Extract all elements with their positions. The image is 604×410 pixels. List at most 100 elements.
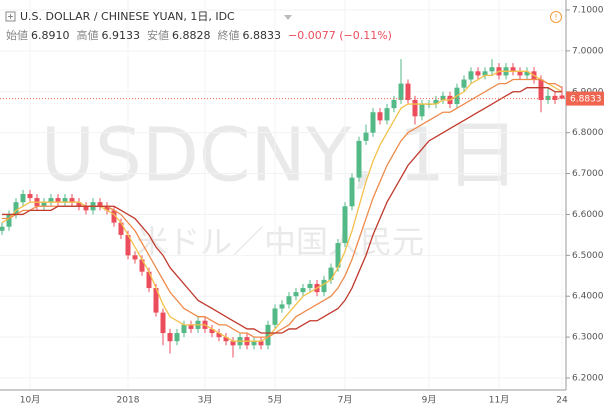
candle-body: [300, 288, 306, 293]
candle-body: [62, 198, 68, 203]
candle-body: [517, 71, 523, 76]
stat-value: 6.8910: [31, 29, 70, 42]
candle-body: [174, 333, 180, 342]
stat-value: 6.8833: [243, 29, 282, 42]
alert-mark: !: [554, 13, 557, 22]
stat-value: 6.8828: [172, 29, 211, 42]
dropdown-arrow[interactable]: [284, 15, 292, 20]
x-tick-label: 10月: [20, 395, 40, 406]
candle-body: [524, 71, 530, 76]
candle-body: [440, 95, 446, 100]
candle-body: [363, 132, 369, 141]
candle-body: [510, 67, 516, 72]
y-tick-label: 6.3000: [572, 333, 604, 343]
candle-body: [27, 194, 33, 199]
watermark: USDCNY, 1日: [41, 113, 519, 199]
stat-value: 6.9133: [102, 29, 141, 42]
candle-body: [370, 112, 376, 133]
candle-body: [356, 140, 362, 178]
candle-body: [20, 194, 26, 203]
candle-body: [545, 95, 551, 100]
candle-body: [230, 341, 236, 346]
candle-body: [461, 79, 467, 88]
candle-body: [321, 279, 327, 293]
candle-body: [468, 71, 474, 80]
candle-body: [48, 198, 54, 203]
x-tick-label: 7月: [338, 395, 353, 406]
candle-body: [97, 202, 103, 207]
y-tick-label: 6.8000: [572, 128, 604, 138]
candle-body: [6, 214, 12, 227]
candle-body: [167, 333, 173, 342]
candle-body: [160, 312, 166, 334]
plot: [0, 0, 566, 390]
candle-body: [384, 108, 390, 121]
candle-body: [55, 198, 61, 203]
candle-body: [272, 308, 278, 325]
x-tick-label: 5月: [268, 395, 283, 406]
candle-body: [104, 206, 110, 211]
last-price-label: 6.8833: [570, 95, 602, 105]
candle-body: [69, 198, 75, 203]
candle-body: [125, 234, 131, 256]
alert-icon[interactable]: [550, 11, 562, 23]
candle-body: [552, 95, 558, 100]
candle-body: [111, 210, 117, 223]
candle-body: [258, 341, 264, 346]
header: U.S. DOLLAR / CHINESE YUAN, 1日, IDC ! 始値…: [5, 10, 562, 42]
x-tick-label: 9月: [422, 395, 437, 406]
candle-body: [139, 259, 145, 272]
stat-label: 高値: [77, 28, 99, 42]
candle-body: [307, 283, 313, 289]
candle-body: [153, 288, 159, 313]
candle-body: [433, 99, 439, 105]
stat-label: 終値: [218, 28, 240, 42]
candle-body: [216, 333, 222, 338]
candle-body: [349, 177, 355, 207]
y-tick-label: 7.0000: [572, 46, 604, 56]
candle-body: [146, 271, 152, 289]
candle-body: [398, 83, 404, 100]
candle-body: [391, 99, 397, 109]
candle-body: [286, 296, 292, 305]
last-price-box: [566, 91, 604, 106]
candle-body: [405, 83, 411, 100]
candle-body: [209, 328, 215, 334]
candle-body: [293, 292, 299, 297]
candle-body: [279, 304, 285, 309]
y-tick-label: 6.2000: [572, 374, 604, 384]
candle-body: [41, 202, 47, 207]
stat-label: 安値: [147, 28, 169, 42]
candle-body: [265, 324, 271, 346]
candle-body: [335, 243, 341, 268]
ribbon-line: [2, 87, 562, 334]
candle-body: [181, 324, 187, 334]
candle-body: [342, 206, 348, 244]
candle-body: [489, 67, 495, 72]
y-tick-label: 6.4000: [572, 292, 604, 302]
candle-body: [188, 324, 194, 329]
candle-body: [475, 71, 481, 76]
candle-body: [419, 104, 425, 117]
candle-body: [251, 341, 257, 346]
expand-icon[interactable]: [5, 11, 16, 22]
candle-body: [377, 112, 383, 121]
x-tick-label: 2018: [117, 396, 140, 406]
candle-body: [328, 267, 334, 280]
candle-body: [559, 95, 565, 99]
candle-body: [223, 337, 229, 342]
y-tick-label: 6.6000: [572, 210, 604, 220]
x-tick-label: 3月: [198, 395, 213, 406]
candle-body: [118, 222, 124, 235]
symbol-title[interactable]: U.S. DOLLAR / CHINESE YUAN, 1日, IDC: [20, 10, 235, 23]
x-tick-label: 11月: [489, 395, 509, 406]
candle-body: [13, 202, 19, 215]
stat-label: 始値: [6, 28, 28, 42]
candle-body: [482, 71, 488, 76]
x-tick-label: 24: [556, 396, 568, 406]
candle-body: [412, 99, 418, 117]
candle-body: [83, 206, 89, 211]
candle-body: [76, 202, 82, 207]
change: −0.0077 (−0.11%): [288, 29, 392, 42]
